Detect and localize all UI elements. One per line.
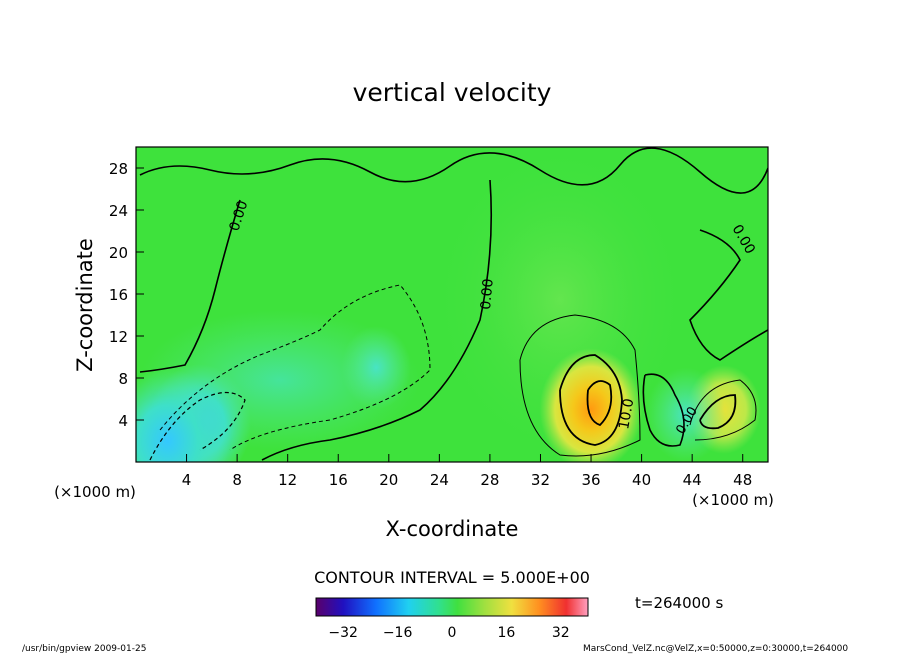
x-unit-label-left: (×1000 m) — [54, 483, 136, 501]
contour-interval: CONTOUR INTERVAL = 5.000E+00 — [314, 568, 590, 587]
contour-line — [642, 373, 685, 447]
y-tick-label: 20 — [109, 244, 128, 262]
x-tick-label: 40 — [632, 471, 651, 489]
y-tick-label: 8 — [118, 370, 128, 388]
x-unit-label-right: (×1000 m) — [692, 491, 774, 509]
contour-line — [261, 179, 493, 461]
y-tick-label: 24 — [109, 202, 128, 220]
colorbar-tick-label: 0 — [448, 625, 457, 641]
contour-line — [689, 379, 757, 441]
x-tick-label: 48 — [733, 471, 752, 489]
x-tick-label: 16 — [329, 471, 348, 489]
x-tick-label: 20 — [379, 471, 398, 489]
contour-line — [699, 394, 737, 430]
footer-right: MarsCond_VelZ.nc@VelZ,x=0:50000,z=0:3000… — [583, 644, 848, 654]
y-tick-label: 12 — [109, 328, 128, 346]
colorbar-tick-label: −32 — [328, 625, 358, 641]
x-axis: 4 8 12 16 20 24 28 32 36 40 44 48 — [182, 454, 752, 489]
contour-line — [689, 229, 768, 361]
x-tick-label: 28 — [480, 471, 499, 489]
time-label: t=264000 s — [635, 594, 723, 612]
x-tick-label: 24 — [430, 471, 449, 489]
x-tick-label: 12 — [278, 471, 297, 489]
contour-line — [139, 199, 241, 373]
contour-line — [149, 391, 246, 461]
colorbar-tick-label: 32 — [552, 625, 570, 641]
colorbar-ticks: −32 −16 0 16 32 — [328, 625, 569, 641]
colorbar-tick-label: 16 — [497, 625, 515, 641]
x-tick-label: 44 — [683, 471, 702, 489]
contour-line — [139, 147, 768, 194]
contour-label: 0.00 — [478, 278, 497, 310]
plot-area: 0.00 0.00 0.00 10.0 0.00 — [136, 147, 768, 462]
colorbar — [315, 597, 589, 617]
contour-lines — [139, 147, 768, 461]
y-tick-label: 16 — [109, 286, 128, 304]
contour-label: 10.0 — [616, 397, 637, 430]
contour-line — [159, 284, 431, 451]
contour-line — [519, 314, 641, 457]
x-tick-label: 4 — [182, 471, 192, 489]
contour-line — [586, 380, 613, 427]
x-tick-label: 36 — [581, 471, 600, 489]
y-axis: 4 8 12 16 20 24 28 — [109, 160, 144, 430]
downdraft-region — [646, 367, 726, 462]
plot-frame — [135, 146, 769, 463]
chart-title: vertical velocity — [353, 78, 552, 107]
x-tick-label: 32 — [531, 471, 550, 489]
y-tick-label: 4 — [118, 412, 128, 430]
x-tick-label: 8 — [232, 471, 242, 489]
footer-left: /usr/bin/gpview 2009-01-25 — [22, 644, 146, 654]
colorbar-tick-label: −16 — [383, 625, 413, 641]
x-axis-label: X-coordinate — [386, 517, 519, 541]
y-axis-label: Z-coordinate — [73, 238, 97, 372]
downdraft-region — [341, 325, 411, 410]
contour-line — [559, 354, 623, 446]
downdraft-region — [136, 368, 229, 462]
y-tick-label: 28 — [109, 160, 128, 178]
